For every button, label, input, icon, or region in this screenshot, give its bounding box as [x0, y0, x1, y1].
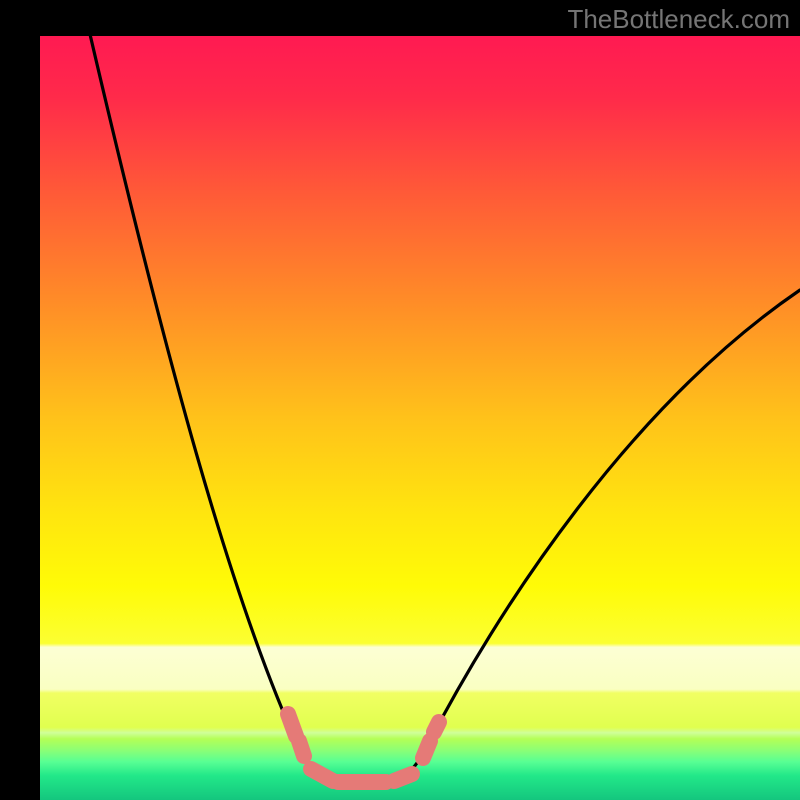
chart-frame: TheBottleneck.com — [0, 0, 800, 800]
watermark-text: TheBottleneck.com — [567, 4, 790, 35]
bottleneck-chart-svg — [40, 36, 800, 800]
plot-area — [40, 36, 800, 800]
gradient-background — [40, 36, 800, 800]
